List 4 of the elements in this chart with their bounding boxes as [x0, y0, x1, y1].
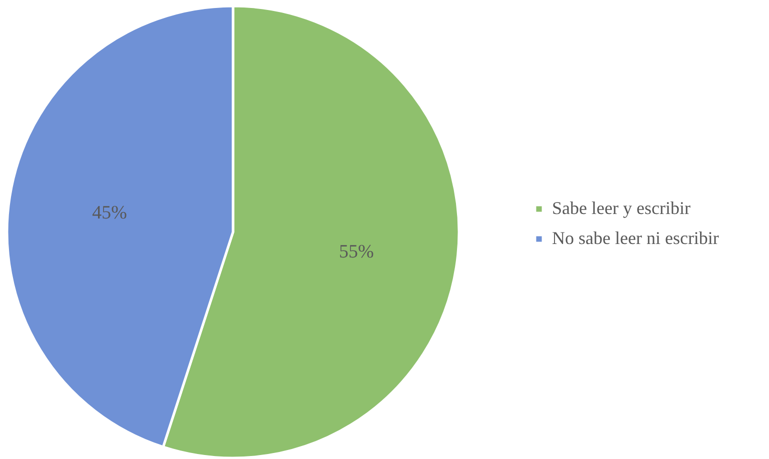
- legend-label: No sabe leer ni escribir: [552, 228, 719, 248]
- data-label: 55%: [339, 242, 374, 263]
- legend-label: Sabe leer y escribir: [552, 198, 690, 218]
- data-label: 45%: [92, 202, 128, 224]
